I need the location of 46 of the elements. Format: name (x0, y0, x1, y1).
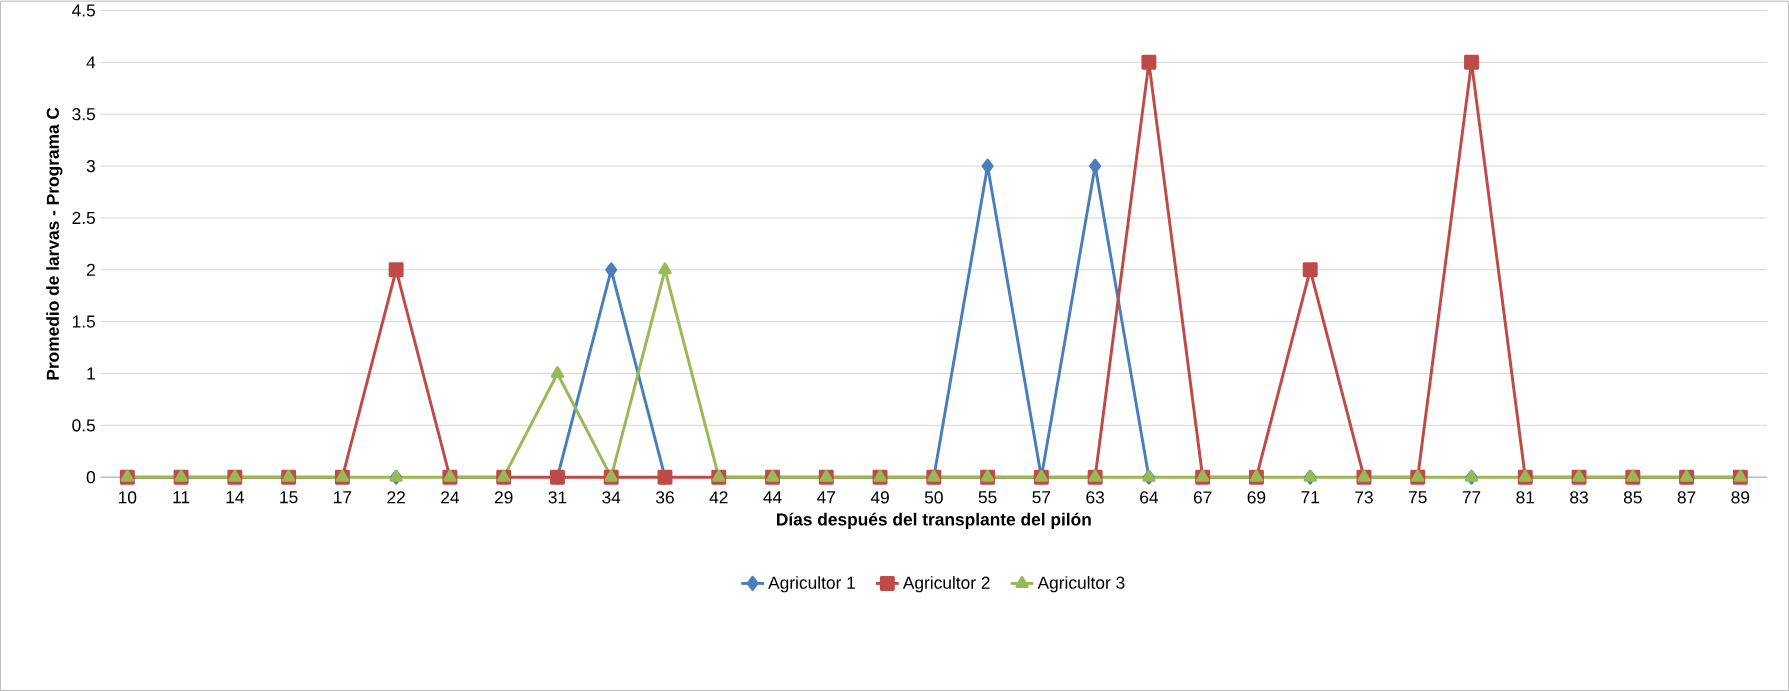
y-tick-label: 3 (86, 159, 95, 173)
y-tick-label: 1 (87, 367, 95, 380)
x-tick-label: 57 (1032, 491, 1051, 504)
y-axis-title: Promedio de larvas - Programa C (46, 107, 63, 380)
x-tick-label: 47 (817, 491, 836, 504)
x-tick-label: 55 (978, 491, 997, 504)
legend-label: Agricultor 1 (768, 576, 855, 593)
y-tick-label: 1.5 (72, 315, 95, 328)
x-tick-label: 22 (387, 491, 405, 504)
x-tick-label: 14 (226, 491, 244, 504)
y-tick-label: 0.5 (72, 419, 95, 432)
x-tick-label: 83 (1570, 491, 1588, 504)
x-tick-label: 44 (763, 491, 782, 504)
x-tick-label: 81 (1516, 491, 1535, 504)
x-tick-label: 73 (1355, 491, 1373, 504)
x-tick-label: 42 (709, 491, 728, 504)
x-tick-label: 64 (1140, 491, 1159, 504)
x-tick-label: 15 (280, 491, 298, 504)
x-tick-label: 49 (870, 491, 889, 504)
legend-label: Agricultor 3 (1037, 576, 1125, 593)
x-tick-label: 69 (1247, 491, 1266, 504)
y-tick-label: 0 (86, 471, 96, 484)
x-tick-label: 63 (1086, 491, 1105, 504)
x-tick-label: 75 (1408, 491, 1427, 504)
x-tick-label: 34 (602, 491, 621, 504)
x-tick-label: 67 (1193, 491, 1212, 504)
x-tick-label: 71 (1301, 491, 1319, 504)
x-tick-label: 24 (441, 491, 460, 504)
y-tick-label: 4.5 (72, 4, 95, 17)
x-axis-title: Días después del transplante del pilón (776, 512, 1091, 529)
y-tick-label: 2 (86, 263, 95, 276)
x-tick-label: 50 (924, 491, 943, 504)
x-tick-label: 89 (1731, 491, 1750, 504)
x-tick-label: 85 (1623, 491, 1642, 504)
x-tick-label: 17 (334, 491, 352, 504)
y-tick-label: 3.5 (72, 108, 95, 121)
y-tick-label: 4 (86, 56, 96, 69)
x-tick-label: 11 (173, 491, 190, 504)
legend-label: Agricultor 2 (902, 576, 990, 593)
x-tick-label: 87 (1677, 491, 1696, 504)
y-tick-label: 2.5 (72, 211, 95, 225)
x-tick-label: 29 (494, 491, 513, 504)
x-tick-label: 31 (548, 491, 567, 504)
x-tick-label: 36 (656, 491, 674, 504)
x-tick-label: 77 (1462, 491, 1481, 504)
x-tick-label: 10 (118, 491, 137, 504)
